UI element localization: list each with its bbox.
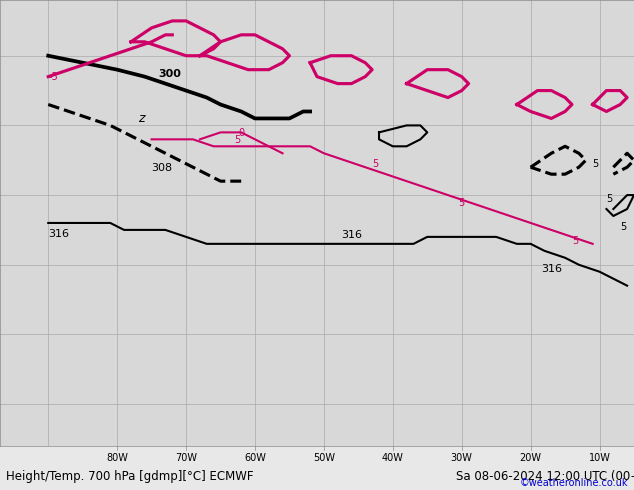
Text: 5: 5 [607, 194, 612, 204]
Text: 5: 5 [620, 222, 626, 232]
Text: 80W: 80W [107, 453, 128, 463]
Text: 300: 300 [158, 69, 181, 78]
Text: ©weatheronline.co.uk: ©weatheronline.co.uk [519, 478, 628, 488]
Text: 316: 316 [541, 264, 562, 274]
Text: 308: 308 [152, 163, 172, 172]
Text: 60W: 60W [244, 453, 266, 463]
Text: 316: 316 [48, 229, 69, 239]
Text: 50W: 50W [313, 453, 335, 463]
Text: 20W: 20W [520, 453, 541, 463]
Text: Height/Temp. 700 hPa [gdmp][°C] ECMWF: Height/Temp. 700 hPa [gdmp][°C] ECMWF [6, 470, 254, 483]
Text: 0: 0 [238, 128, 244, 138]
Text: 10W: 10W [588, 453, 611, 463]
Text: z: z [138, 112, 145, 125]
Text: 316: 316 [341, 230, 362, 240]
Text: -5: -5 [48, 72, 58, 82]
Text: 5: 5 [593, 159, 599, 169]
Text: 5: 5 [458, 197, 465, 208]
Text: 40W: 40W [382, 453, 404, 463]
Text: 70W: 70W [175, 453, 197, 463]
Text: 30W: 30W [451, 453, 473, 463]
Text: 5: 5 [235, 135, 240, 145]
Text: 5: 5 [572, 236, 578, 246]
Text: 5: 5 [372, 159, 378, 169]
Text: Sa 08-06-2024 12:00 UTC (00+60): Sa 08-06-2024 12:00 UTC (00+60) [456, 470, 634, 483]
